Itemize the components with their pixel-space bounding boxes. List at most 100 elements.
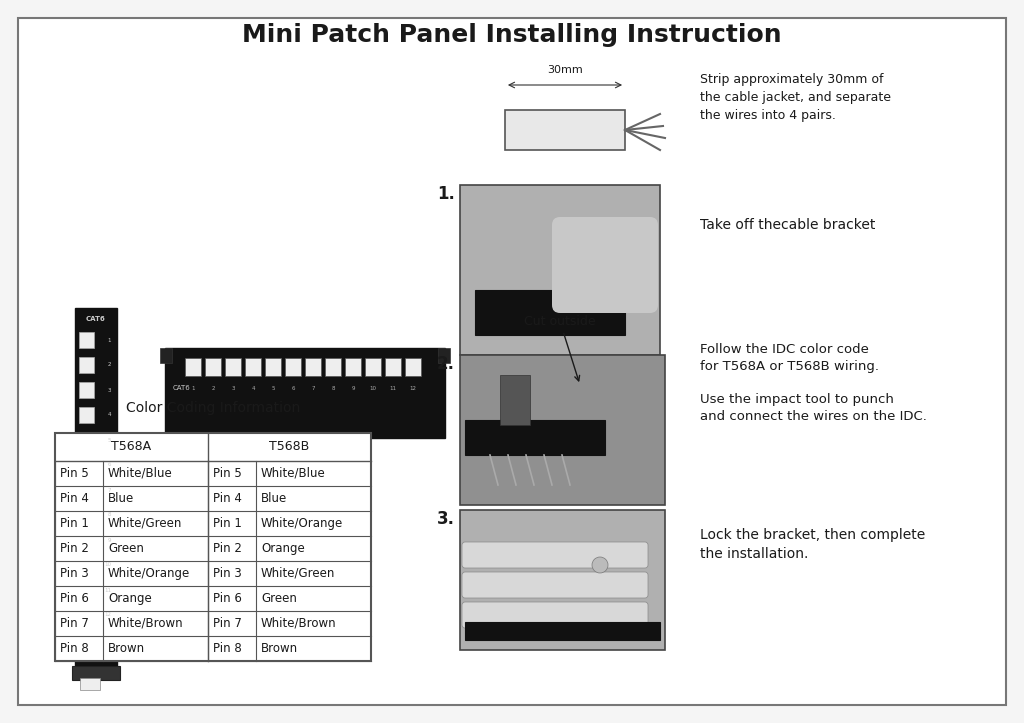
Text: Green: Green [108, 542, 144, 555]
Text: Color Coding Information: Color Coding Information [126, 401, 300, 415]
FancyBboxPatch shape [462, 572, 648, 598]
Text: Green: Green [261, 592, 297, 605]
Bar [460, 510, 665, 650]
Text: Pin 5: Pin 5 [213, 467, 242, 480]
Bar [185, 436, 205, 456]
Bar [165, 348, 445, 438]
Text: 8: 8 [331, 386, 335, 391]
Text: 2: 2 [211, 386, 215, 391]
Text: Mini Patch Panel Installing Instruction: Mini Patch Panel Installing Instruction [243, 23, 781, 47]
Text: 4: 4 [251, 386, 255, 391]
Text: Pin 8: Pin 8 [60, 642, 89, 655]
Text: T568A: T568A [112, 440, 152, 453]
Text: Take off thecable bracket: Take off thecable bracket [700, 218, 876, 232]
Text: Pin 4: Pin 4 [60, 492, 89, 505]
Text: Blue: Blue [108, 492, 134, 505]
Bar [465, 622, 660, 640]
Bar [185, 358, 201, 376]
Text: Use the impact tool to punch: Use the impact tool to punch [700, 393, 894, 406]
Text: Follow the IDC color code: Follow the IDC color code [700, 343, 869, 356]
Text: 5: 5 [271, 386, 274, 391]
Bar [325, 358, 341, 376]
Text: 6: 6 [108, 463, 111, 468]
Text: 3.: 3. [437, 510, 455, 528]
Bar [55, 433, 371, 661]
Text: 10: 10 [104, 562, 111, 568]
Bar [406, 358, 421, 376]
FancyBboxPatch shape [552, 217, 658, 313]
Bar [79, 607, 94, 623]
Bar [79, 507, 94, 523]
Text: Orange: Orange [261, 542, 305, 555]
Text: for T568A or T568B wiring.: for T568A or T568B wiring. [700, 360, 879, 373]
Bar [345, 358, 361, 376]
Bar [79, 432, 94, 448]
Bar [80, 678, 100, 690]
Bar [505, 110, 625, 150]
Bar [160, 348, 172, 363]
Text: Pin 7: Pin 7 [213, 617, 242, 630]
Text: Pin 3: Pin 3 [60, 567, 89, 580]
Text: 2.: 2. [437, 355, 455, 373]
Bar [225, 358, 241, 376]
Text: 3: 3 [108, 388, 111, 393]
Bar [205, 358, 221, 376]
Bar [79, 357, 94, 373]
Text: Pin 2: Pin 2 [60, 542, 89, 555]
Bar [79, 482, 94, 498]
Text: 8: 8 [108, 513, 111, 518]
Bar [79, 532, 94, 548]
Bar [79, 382, 94, 398]
Bar [79, 557, 94, 573]
FancyBboxPatch shape [462, 542, 648, 568]
Text: White/Blue: White/Blue [108, 467, 173, 480]
Text: 11: 11 [389, 386, 396, 391]
Text: Pin 3: Pin 3 [213, 567, 242, 580]
Text: White/Green: White/Green [108, 517, 182, 530]
Text: White/Orange: White/Orange [108, 567, 190, 580]
Bar [265, 436, 285, 456]
Text: Pin 5: Pin 5 [60, 467, 89, 480]
Bar [305, 358, 321, 376]
Bar [79, 457, 94, 473]
Text: 11: 11 [104, 588, 111, 593]
Text: Pin 6: Pin 6 [213, 592, 242, 605]
Text: Lock the bracket, then complete
the installation.: Lock the bracket, then complete the inst… [700, 528, 926, 562]
Text: Brown: Brown [261, 642, 298, 655]
Text: White/Green: White/Green [261, 567, 336, 580]
Bar [285, 358, 301, 376]
Text: and connect the wires on the IDC.: and connect the wires on the IDC. [700, 410, 927, 423]
Circle shape [592, 557, 608, 573]
Text: 1: 1 [191, 386, 195, 391]
Bar [475, 290, 625, 335]
Text: Pin 1: Pin 1 [60, 517, 89, 530]
Text: T568B: T568B [269, 440, 309, 453]
Text: 9: 9 [351, 386, 354, 391]
Bar [385, 358, 401, 376]
Bar [245, 358, 261, 376]
Text: 2: 2 [108, 362, 111, 367]
Text: 7: 7 [108, 487, 111, 492]
Bar [79, 407, 94, 423]
Text: 4: 4 [108, 413, 111, 417]
Text: White/Blue: White/Blue [261, 467, 326, 480]
Text: 6: 6 [291, 386, 295, 391]
Text: Pin 2: Pin 2 [213, 542, 242, 555]
Bar [265, 358, 281, 376]
FancyBboxPatch shape [462, 602, 648, 628]
Bar [75, 308, 117, 668]
Bar [79, 332, 94, 348]
Text: Pin 8: Pin 8 [213, 642, 242, 655]
Text: 3: 3 [231, 386, 234, 391]
Bar [72, 666, 120, 680]
Text: Pin 7: Pin 7 [60, 617, 89, 630]
Text: 5: 5 [108, 437, 111, 442]
Text: 1.: 1. [437, 185, 455, 203]
Text: 1: 1 [108, 338, 111, 343]
Text: 10: 10 [370, 386, 377, 391]
Text: 12: 12 [410, 386, 417, 391]
Text: White/Brown: White/Brown [108, 617, 183, 630]
Text: 12: 12 [104, 612, 111, 617]
Text: Pin 4: Pin 4 [213, 492, 242, 505]
Text: Pin 1: Pin 1 [213, 517, 242, 530]
